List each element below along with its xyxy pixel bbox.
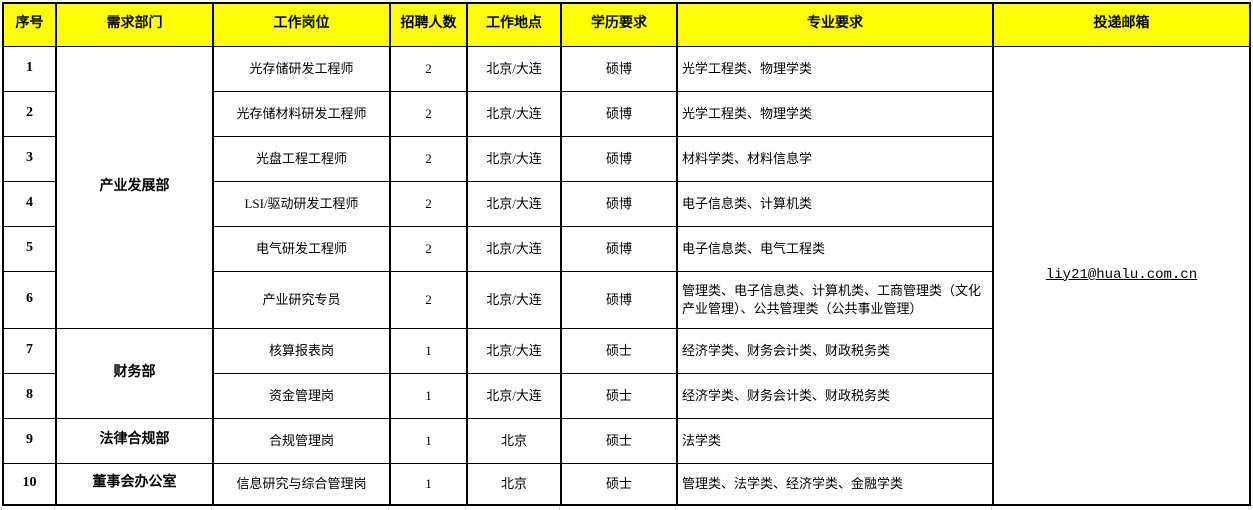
table-row: 7 财务部 核算报表岗 1 北京/大连 硕士 经济学类、财务会计类、财政税务类: [2, 327, 1250, 419]
majors-cell: 材料学类、材料信息学: [676, 135, 994, 182]
degree-cell: 硕博: [560, 270, 678, 329]
majors-cell: 光学工程类、物理学类: [676, 90, 994, 137]
headcount-cell: 2: [389, 135, 468, 182]
position-cell: 电气研发工程师: [212, 225, 391, 272]
location-cell: 北京: [466, 462, 562, 506]
row-number-cell: 5: [2, 225, 57, 272]
col-header-location: 工作地点: [466, 2, 562, 47]
location-cell: 北京/大连: [466, 135, 562, 182]
location-cell: 北京/大连: [466, 270, 562, 329]
location-cell: 北京/大连: [466, 327, 562, 374]
majors-cell: 光学工程类、物理学类: [676, 45, 994, 92]
department-cell: 董事会办公室: [55, 462, 214, 506]
degree-cell: 硕博: [560, 225, 678, 272]
majors-cell: 经济学类、财务会计类、财政税务类: [676, 327, 994, 374]
row-number-cell: 2: [2, 90, 57, 137]
headcount-cell: 1: [389, 327, 468, 374]
position-cell: 信息研究与综合管理岗: [212, 462, 391, 506]
headcount-cell: 2: [389, 225, 468, 272]
majors-cell: 经济学类、财务会计类、财政税务类: [676, 372, 994, 419]
row-number-cell: 4: [2, 180, 57, 227]
row-number-cell: 9: [2, 417, 57, 464]
headcount-cell: 1: [389, 417, 468, 464]
gridline-stub: [466, 506, 560, 510]
degree-cell: 硕士: [560, 462, 678, 506]
gridline-stub: [560, 506, 676, 510]
col-header-no: 序号: [2, 2, 57, 47]
position-cell: 核算报表岗: [212, 327, 391, 374]
table-row: 2 光存储材料研发工程师 2 北京/大连 硕博 光学工程类、物理学类: [2, 90, 1250, 137]
col-header-department: 需求部门: [55, 2, 214, 47]
position-cell: 资金管理岗: [212, 372, 391, 419]
table-row: 10 董事会办公室 信息研究与综合管理岗 1 北京 硕士 管理类、法学类、经济学…: [2, 462, 1250, 506]
department-cell: 法律合规部: [55, 417, 214, 464]
email-cell: liy21@hualu.com.cn: [992, 45, 1251, 506]
col-header-email: 投递邮箱: [992, 2, 1251, 47]
col-header-headcount: 招聘人数: [389, 2, 468, 47]
department-cell: 财务部: [55, 327, 214, 419]
position-cell: 光存储研发工程师: [212, 45, 391, 92]
gridline-stub: [212, 506, 389, 510]
position-cell: 光盘工程工程师: [212, 135, 391, 182]
location-cell: 北京/大连: [466, 372, 562, 419]
majors-cell: 管理类、法学类、经济学类、金融学类: [676, 462, 994, 506]
location-cell: 北京/大连: [466, 180, 562, 227]
majors-cell: 管理类、电子信息类、计算机类、工商管理类（文化产业管理）、公共管理类（公共事业管…: [676, 270, 994, 329]
gridline-stub: [55, 506, 212, 510]
headcount-cell: 2: [389, 90, 468, 137]
row-number-cell: 6: [2, 270, 57, 329]
row-number-cell: 1: [2, 45, 57, 92]
majors-cell: 法学类: [676, 417, 994, 464]
headcount-cell: 2: [389, 270, 468, 329]
spreadsheet-gridline-strip: [2, 506, 1249, 510]
headcount-cell: 2: [389, 45, 468, 92]
headcount-cell: 2: [389, 180, 468, 227]
location-cell: 北京: [466, 417, 562, 464]
table-row: 5 电气研发工程师 2 北京/大连 硕博 电子信息类、电气工程类: [2, 225, 1250, 272]
gridline-stub: [992, 506, 1249, 510]
row-number-cell: 7: [2, 327, 57, 374]
row-number-cell: 10: [2, 462, 57, 506]
degree-cell: 硕博: [560, 45, 678, 92]
location-cell: 北京/大连: [466, 45, 562, 92]
headcount-cell: 1: [389, 462, 468, 506]
position-cell: 光存储材料研发工程师: [212, 90, 391, 137]
col-header-position: 工作岗位: [212, 2, 391, 47]
gridline-stub: [2, 506, 55, 510]
position-cell: LSI/驱动研发工程师: [212, 180, 391, 227]
location-cell: 北京/大连: [466, 225, 562, 272]
gridline-stub: [389, 506, 466, 510]
degree-cell: 硕博: [560, 90, 678, 137]
degree-cell: 硕士: [560, 417, 678, 464]
col-header-degree: 学历要求: [560, 2, 678, 47]
row-number-cell: 3: [2, 135, 57, 182]
position-cell: 合规管理岗: [212, 417, 391, 464]
gridline-stub: [676, 506, 992, 510]
degree-cell: 硕士: [560, 327, 678, 374]
location-cell: 北京/大连: [466, 90, 562, 137]
header-row: 序号 需求部门 工作岗位 招聘人数 工作地点 学历要求 专业要求 投递邮箱: [2, 2, 1251, 47]
majors-cell: 电子信息类、计算机类: [676, 180, 994, 227]
table-row: 1 产业发展部 光存储研发工程师 2 北京/大连 硕博 光学工程类、物理学类 l…: [2, 45, 1251, 506]
majors-cell: 电子信息类、电气工程类: [676, 225, 994, 272]
position-cell: 产业研究专员: [212, 270, 391, 329]
department-cell: 产业发展部: [55, 45, 214, 329]
degree-cell: 硕博: [560, 180, 678, 227]
degree-cell: 硕博: [560, 135, 678, 182]
table-row: 9 法律合规部 合规管理岗 1 北京 硕士 法学类: [2, 417, 1250, 464]
row-number-cell: 8: [2, 372, 57, 419]
email-link[interactable]: liy21@hualu.com.cn: [1045, 266, 1198, 283]
degree-cell: 硕士: [560, 372, 678, 419]
col-header-majors: 专业要求: [676, 2, 994, 47]
headcount-cell: 1: [389, 372, 468, 419]
